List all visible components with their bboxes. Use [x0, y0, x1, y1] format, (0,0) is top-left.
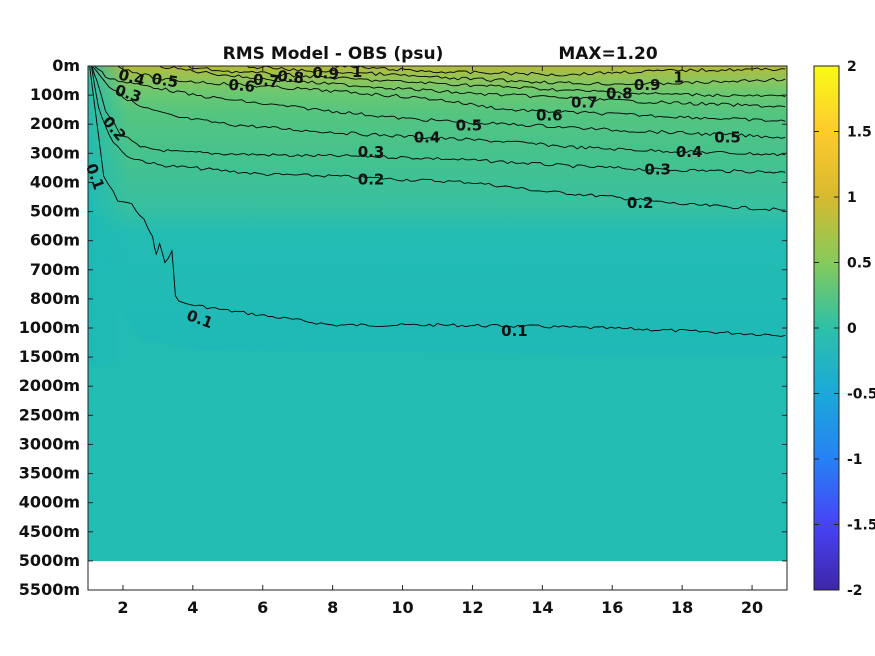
x-tick-label: 12	[461, 598, 483, 617]
y-tick-label: 600m	[30, 231, 80, 250]
contour-label: 0.6	[228, 76, 256, 96]
contour-label: 1	[352, 63, 362, 81]
y-tick-label: 800m	[30, 289, 80, 308]
contour-label: 0.7	[252, 70, 280, 90]
x-axis: 2 4 6 8 10 12 14 16 18 20	[117, 66, 763, 617]
colorbar-tick-label: 2	[847, 59, 857, 75]
x-tick-label: 20	[741, 598, 763, 617]
x-tick-label: 8	[327, 598, 338, 617]
contour-label: 0.6	[536, 106, 563, 124]
colorbar-tick-label: -1.5	[847, 518, 875, 534]
y-tick-label: 2500m	[19, 405, 80, 424]
contour-line-0.2	[91, 66, 786, 211]
colorbar-tick-label: -2	[847, 583, 863, 599]
x-tick-label: 4	[187, 598, 198, 617]
colorbar-tick-label: 1.5	[847, 125, 872, 141]
colorbar-tick-label: -1	[847, 452, 863, 468]
contour-label: 0.7	[571, 93, 598, 111]
colorbar-tick-label: 1	[847, 190, 857, 206]
contour-label: 0.1	[501, 322, 528, 340]
y-tick-label: 200m	[30, 114, 80, 133]
x-tick-label: 10	[391, 598, 413, 617]
y-axis: 0m 100m 200m 300m 400m 500m 600m 700m 800m 1000m 1…	[19, 56, 787, 599]
y-tick-label: 5000m	[19, 551, 80, 570]
y-tick-label: 0m	[52, 56, 80, 75]
contour-label: 0.2	[358, 171, 385, 189]
y-tick-label: 2000m	[19, 376, 80, 395]
contour-line-0.5	[94, 66, 786, 139]
contour-line-0.8	[175, 66, 786, 98]
y-tick-label: 3000m	[19, 434, 80, 453]
contour-line-0.3	[91, 66, 786, 174]
contour-label: 0.3	[644, 160, 671, 178]
y-tick-label: 300m	[30, 143, 80, 162]
colorbar-tick-label: 0.5	[847, 256, 872, 272]
coastal-low-region	[88, 180, 787, 561]
y-tick-label: 1500m	[19, 347, 80, 366]
colorbar-tick-label: -0.5	[847, 387, 875, 403]
contour-line-0.6	[116, 66, 786, 122]
contour-line-1	[333, 66, 786, 77]
colorbar-tick-label: 0	[847, 321, 857, 337]
y-tick-label: 1000m	[19, 318, 80, 337]
y-tick-label: 5500m	[19, 580, 80, 599]
y-tick-label: 400m	[30, 172, 80, 191]
field-gradient	[88, 66, 787, 356]
chart-subtitle: MAX=1.20	[558, 44, 658, 64]
contour-label: 0.3	[358, 143, 385, 161]
y-tick-label: 100m	[30, 85, 80, 104]
x-tick-label: 2	[117, 598, 128, 617]
x-tick-label: 18	[671, 598, 693, 617]
contour-label: 0.5	[150, 70, 179, 92]
y-tick-label: 700m	[30, 260, 80, 279]
contour-label: 0.5	[714, 128, 741, 146]
x-tick-label: 14	[531, 598, 553, 617]
contour-line-0.9	[246, 66, 786, 86]
contour-label: 0.8	[606, 85, 633, 103]
contour-label: 0.8	[277, 67, 305, 87]
contour-label: 0.9	[634, 76, 661, 94]
shallow-left-shade	[88, 66, 128, 366]
y-tick-label: 4000m	[19, 493, 80, 512]
y-tick-label: 4500m	[19, 522, 80, 541]
plot-area: 0.10.1 0.10.20.20.20.30.30.30.40.40.40.50…	[82, 63, 788, 591]
contour-label: 0.4	[676, 143, 703, 161]
contour-line-0.4	[92, 66, 786, 157]
contour-label: 0.2	[627, 194, 654, 212]
contour-line-0.7	[158, 66, 786, 108]
x-tick-label: 6	[257, 598, 268, 617]
contour-label: 0.4	[414, 128, 441, 146]
contour-label: 1	[673, 69, 683, 87]
contour-label: 0.5	[456, 117, 483, 135]
colorbar: 2 1.5 1 0.5 0 -0.5 -1 -1.5 -2	[813, 59, 875, 599]
y-tick-label: 3500m	[19, 464, 80, 483]
contour-line-0.1	[89, 66, 786, 337]
y-tick-label: 500m	[30, 202, 80, 221]
no-data-strip	[88, 561, 787, 590]
chart-title: RMS Model - OBS (psu)	[223, 44, 444, 64]
x-tick-label: 16	[601, 598, 623, 617]
